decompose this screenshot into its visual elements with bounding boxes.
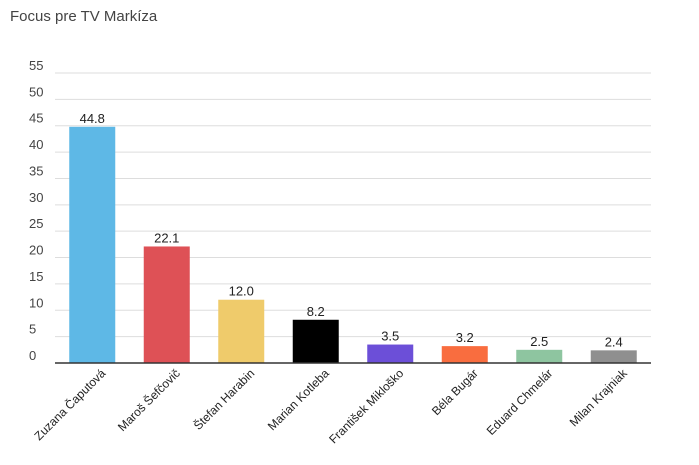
x-category-label: Milan Krajniak [567,366,631,430]
x-category-label: Béla Bugár [429,366,481,418]
y-tick-label: 5 [29,322,36,337]
y-tick-label: 50 [29,84,43,99]
y-tick-label: 0 [29,348,36,363]
data-label: 12.0 [229,284,254,299]
bars [69,126,637,363]
y-tick-label: 10 [29,295,43,310]
data-label: 44.8 [80,111,105,126]
x-category-label: František Mikloško [326,366,406,446]
bar [143,246,190,363]
x-category-label: Zuzana Čaputová [31,365,109,443]
bar [218,299,265,363]
data-label: 3.2 [456,330,474,345]
bar [69,126,116,363]
y-tick-label: 45 [29,111,43,126]
y-tick-label: 35 [29,163,43,178]
y-tick-label: 25 [29,216,43,231]
y-tick-label: 40 [29,137,43,152]
y-tick-label: 55 [29,58,43,73]
bar [441,346,488,363]
data-labels: 44.8 22.1 12.0 8.2 3.5 3.2 2.5 2.4 [80,111,623,350]
x-category-label: Štefan Harabin [190,366,257,433]
y-tick-label: 30 [29,190,43,205]
data-label: 8.2 [307,304,325,319]
chart-title: Focus pre TV Markíza [10,8,158,25]
gridlines [55,72,651,338]
data-label: 3.5 [381,329,399,344]
bar [292,319,339,363]
bar [590,350,637,363]
y-tick-label: 15 [29,269,43,284]
x-category-label: Eduard Chmelár [484,366,556,438]
x-axis-labels: Zuzana Čaputová Maroš Šefčovič Štefan Hara… [31,365,631,446]
data-label: 2.5 [530,334,548,349]
x-category-label: Marian Kotleba [265,366,332,433]
data-label: 22.1 [154,230,179,245]
x-category-label: Maroš Šefčovič [114,366,183,435]
bar [367,344,414,363]
y-tick-label: 20 [29,243,43,258]
bar [516,349,563,363]
data-label: 2.4 [605,334,623,349]
y-axis-ticks: 0 5 10 15 20 25 30 35 40 45 50 55 [29,58,43,363]
